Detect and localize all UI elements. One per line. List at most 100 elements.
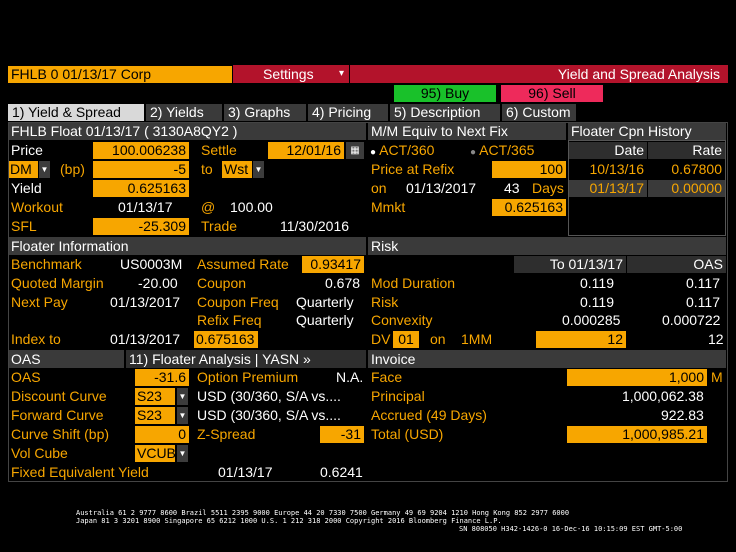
principal-label: Principal <box>371 388 425 404</box>
calendar-icon[interactable]: ▦ <box>346 142 364 159</box>
settings-button[interactable]: Settings ▾ <box>233 65 349 83</box>
cpn-row-date[interactable]: 10/13/16 <box>589 161 645 177</box>
forward-curve-select[interactable]: S23 <box>135 407 175 424</box>
zspread-input[interactable]: -31 <box>320 426 364 443</box>
fixed-equiv-date: 01/13/17 <box>218 464 273 480</box>
dm-input[interactable]: -5 <box>93 161 189 178</box>
price-input[interactable]: 100.006238 <box>93 142 189 159</box>
dv-1mm-label: 1MM <box>461 331 493 347</box>
sfl-input[interactable]: -25.309 <box>93 218 189 235</box>
coupon-value: 0.678 <box>325 275 361 291</box>
tab-yield-spread[interactable]: 1) Yield & Spread <box>8 104 144 121</box>
workout-date: 01/13/17 <box>118 199 173 215</box>
benchmark-label: Benchmark <box>11 256 82 272</box>
chevron-down-icon[interactable]: ▼ <box>177 407 188 424</box>
principal-value: 1,000,062.38 <box>622 388 704 404</box>
fixed-equiv-label: Fixed Equivalent Yield <box>11 464 149 480</box>
to-label: to <box>201 161 213 177</box>
oas-header: OAS <box>8 350 124 368</box>
index-to-input[interactable]: 0.675163 <box>194 331 258 348</box>
next-pay-value: 01/13/2017 <box>110 294 181 310</box>
tab-pricing[interactable]: 4) Pricing <box>308 104 388 121</box>
cpn-row-rate[interactable]: 0.00000 <box>648 180 725 197</box>
chevron-down-icon: ▾ <box>338 68 344 79</box>
trade-date: 11/30/2016 <box>280 218 350 234</box>
tab-yields[interactable]: 2) Yields <box>146 104 222 121</box>
footer-contacts: Australia 61 2 9777 8600 Brazil 5511 239… <box>76 509 570 517</box>
trade-label: Trade <box>201 218 238 234</box>
option-premium-label: Option Premium <box>197 369 299 385</box>
coupon-label: Coupon <box>197 275 247 291</box>
zspread-label: Z-Spread <box>197 426 256 442</box>
tab-description[interactable]: 5) Description <box>390 104 500 121</box>
yield-label: Yield <box>11 180 42 196</box>
act365-radio[interactable]: ● ACT/365 <box>470 142 534 158</box>
forward-curve-label: Forward Curve <box>11 407 104 423</box>
convexity-label: Convexity <box>371 312 433 328</box>
discount-curve-desc: USD (30/360, S/A vs.... <box>197 388 341 404</box>
refix-freq-label: Refix Freq <box>197 312 262 328</box>
curve-shift-label: Curve Shift (bp) <box>11 426 110 442</box>
sell-button[interactable]: 96) Sell <box>501 85 603 102</box>
curve-shift-input[interactable]: 0 <box>135 426 189 443</box>
workout-price: 100.00 <box>230 199 273 215</box>
index-to-label: Index to <box>11 331 61 347</box>
bond-header: FHLB Float 01/13/17 ( 3130A8QY2 ) <box>8 122 366 140</box>
dv-label: DV <box>371 331 391 347</box>
at-label: @ <box>201 199 216 215</box>
price-refix-input[interactable]: 100 <box>492 161 566 178</box>
bp-label: (bp) <box>60 161 85 177</box>
buy-button[interactable]: 95) Buy <box>394 85 496 102</box>
footer-session: SN 808050 H342-1426-0 16-Dec-16 10:15:09… <box>459 525 683 533</box>
discount-curve-select[interactable]: S23 <box>135 388 175 405</box>
act365-label: ACT/365 <box>479 142 535 158</box>
radio-selected-icon: ● <box>370 147 377 158</box>
refix-freq-value: Quarterly <box>296 312 354 328</box>
next-pay-label: Next Pay <box>11 294 68 310</box>
total-value[interactable]: 1,000,985.21 <box>567 426 707 443</box>
cpn-row-rate[interactable]: 0.67800 <box>671 161 722 177</box>
settings-label: Settings <box>263 66 314 82</box>
invoice-header: Invoice <box>368 350 726 368</box>
mod-duration-2: 0.117 <box>686 275 720 291</box>
to-select[interactable]: Wst <box>222 161 252 178</box>
days-value: 43 <box>504 180 520 196</box>
mmkt-input[interactable]: 0.625163 <box>492 199 566 216</box>
price-refix-label: Price at Refix <box>371 161 455 177</box>
settle-input[interactable]: 12/01/16 <box>268 142 344 159</box>
risk-label: Risk <box>371 294 399 310</box>
yield-input[interactable]: 0.625163 <box>93 180 189 197</box>
dv-value-2: 12 <box>708 331 724 347</box>
mod-duration-1: 0.119 <box>580 275 614 291</box>
mmkt-label: Mmkt <box>371 199 406 215</box>
cpn-history-header: Floater Cpn History <box>568 122 726 140</box>
floater-analysis-link[interactable]: 11) Floater Analysis | YASN » <box>126 350 366 368</box>
act360-label: ACT/360 <box>379 142 435 158</box>
cpn-col-date: Date <box>569 142 647 159</box>
security-field[interactable]: FHLB 0 01/13/17 Corp <box>8 66 232 83</box>
oas-input[interactable]: -31.6 <box>135 369 189 386</box>
dv-select[interactable]: 01 <box>393 331 419 348</box>
tab-custom[interactable]: 6) Custom <box>502 104 576 121</box>
chevron-down-icon[interactable]: ▼ <box>177 388 188 405</box>
page-title: Yield and Spread Analysis <box>557 66 720 82</box>
chevron-down-icon[interactable]: ▼ <box>39 161 50 178</box>
cpn-row-date[interactable]: 01/13/17 <box>569 180 647 197</box>
index-to-date: 01/13/2017 <box>110 331 181 347</box>
footer-contacts-2: Japan 81 3 3201 8900 Singapore 65 6212 1… <box>76 517 502 525</box>
option-premium-value: N.A. <box>336 369 364 385</box>
vol-cube-select[interactable]: VCUB <box>135 445 175 462</box>
risk-value-2: 0.117 <box>686 294 720 310</box>
tab-graphs[interactable]: 3) Graphs <box>224 104 306 121</box>
dm-select[interactable]: DM <box>8 161 38 178</box>
mod-duration-label: Mod Duration <box>371 275 456 291</box>
quoted-margin-label: Quoted Margin <box>11 275 104 291</box>
assumed-rate-input[interactable]: 0.93417 <box>302 256 364 273</box>
chevron-down-icon[interactable]: ▼ <box>253 161 264 178</box>
discount-curve-label: Discount Curve <box>11 388 107 404</box>
dv-value-1[interactable]: 12 <box>536 331 626 348</box>
title-bar: Yield and Spread Analysis <box>350 65 728 83</box>
chevron-down-icon[interactable]: ▼ <box>177 445 188 462</box>
face-input[interactable]: 1,000 <box>567 369 707 386</box>
act360-radio[interactable]: ● ACT/360 <box>370 142 434 158</box>
